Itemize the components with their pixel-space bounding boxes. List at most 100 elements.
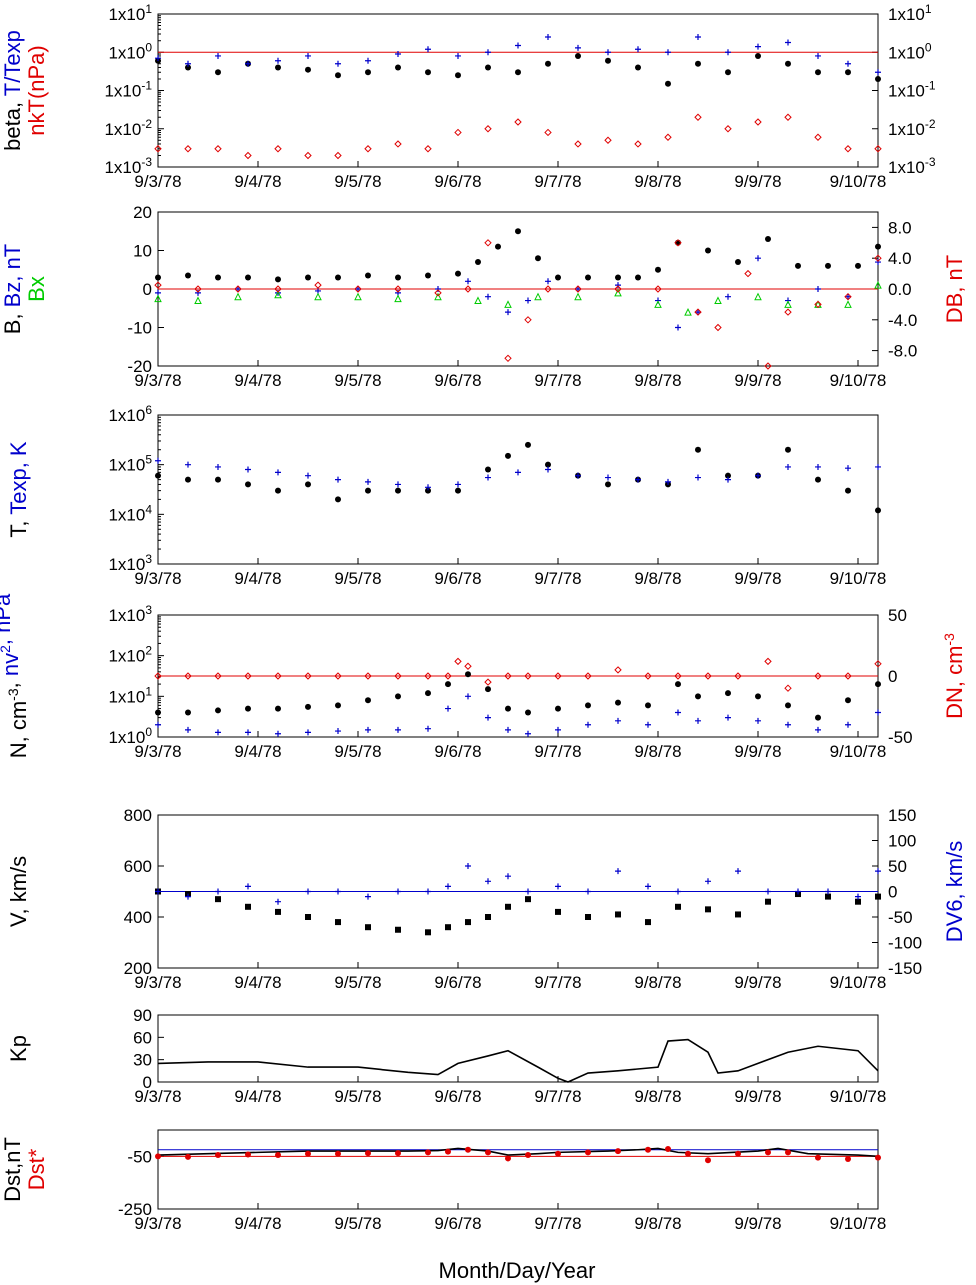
x-tick-label: 9/6/78	[434, 1087, 481, 1106]
x-tick-label: 9/3/78	[134, 973, 181, 992]
series-dv6-point	[855, 893, 861, 900]
series-nkt-npa--point	[514, 118, 522, 126]
series-nv2-point	[525, 730, 531, 737]
series-b-point	[215, 274, 221, 281]
series-texp-point	[425, 484, 431, 491]
series-v-point	[365, 924, 371, 931]
series-beta-point	[425, 69, 431, 76]
series-db-point	[194, 285, 202, 293]
series-nv2-point	[305, 729, 311, 736]
x-tick-label: 9/3/78	[134, 1214, 181, 1233]
series-nkt-npa--point	[364, 145, 372, 153]
series-nv2-point	[155, 721, 161, 728]
y-tick-label: 1x105	[108, 453, 152, 475]
series-dn-point	[704, 672, 712, 680]
series-nkt-npa--point	[574, 140, 582, 148]
series-beta-point	[185, 64, 191, 71]
series-texp-point	[755, 472, 761, 479]
series-texp-point	[275, 469, 281, 476]
x-tick-label: 9/5/78	[334, 1087, 381, 1106]
x-tick-label: 9/5/78	[334, 172, 381, 191]
series-dst--point	[335, 1150, 341, 1157]
series-dst--point	[485, 1149, 491, 1156]
x-tick-label: 9/7/78	[534, 973, 581, 992]
series-nv2-point	[615, 717, 621, 724]
series-db-point	[714, 323, 722, 332]
y-right-tick-label: 1x101	[888, 2, 932, 24]
series-db-point	[764, 362, 772, 370]
series-b-point	[765, 235, 771, 242]
series-beta	[155, 52, 881, 87]
x-tick-label: 9/7/78	[534, 1214, 581, 1233]
series-dst--point	[305, 1150, 311, 1157]
series-bz-point	[545, 278, 551, 285]
x-tick-label: 9/10/78	[830, 742, 887, 761]
y-tick-label: -50	[127, 1147, 152, 1166]
series-dst--point	[365, 1150, 371, 1157]
y-tick-label: 60	[133, 1028, 152, 1047]
chart-panels: 9/3/78 9/4/78 9/5/78 9/6/78 9/7/78 9/8/78 9/9/…	[0, 2, 967, 1233]
x-tick-label: 9/5/78	[334, 742, 381, 761]
series-dv6-point	[425, 888, 431, 895]
x-tick-label: 9/9/78	[734, 973, 781, 992]
series-db-point	[574, 285, 582, 293]
series-t-point	[455, 487, 461, 494]
series-nv2-point	[275, 730, 281, 737]
y-tick-label: -10	[127, 319, 152, 338]
series-bx-point	[654, 300, 662, 308]
plot-frame	[157, 1129, 879, 1210]
series-beta-point	[875, 75, 881, 82]
series-texp-point	[335, 476, 341, 483]
series-dn-point	[394, 672, 402, 680]
series-t-texp-point	[275, 57, 281, 64]
x-tick-label: 9/8/78	[634, 973, 681, 992]
y-right-tick-label: 0.0	[888, 280, 912, 299]
series-bx-point	[714, 296, 722, 305]
series-nv2	[155, 693, 881, 737]
series-dv6-point	[615, 868, 621, 875]
series-bz-point	[485, 293, 491, 300]
series-dn-point	[554, 672, 562, 680]
series-kp-line	[157, 1038, 879, 1083]
series-nkt-npa--point	[544, 128, 552, 137]
series-t-texp-point	[755, 43, 761, 50]
series-bz	[155, 255, 881, 331]
x-tick-label: 9/8/78	[634, 172, 681, 191]
series-bx-point	[814, 300, 822, 308]
series-t-texp-point	[185, 60, 191, 67]
series-n-point	[245, 705, 251, 712]
series-beta-point	[365, 69, 371, 76]
series-dst--point	[685, 1150, 691, 1157]
x-tick-label: 9/4/78	[234, 742, 281, 761]
y-tick-label: 1x101	[108, 2, 152, 24]
series-texp-point	[395, 481, 401, 488]
series-t-texp-point	[695, 34, 701, 41]
series-kp	[157, 1038, 879, 1083]
series-t-texp-point	[215, 52, 221, 59]
series-bz-point	[615, 282, 621, 289]
series-b-point	[635, 274, 641, 281]
series-n-point	[755, 693, 761, 700]
x-tick-label: 9/6/78	[434, 569, 481, 588]
series-b-point	[795, 262, 801, 269]
series-v-point	[485, 914, 491, 920]
series-dst--point	[555, 1150, 561, 1157]
series-texp-point	[695, 474, 701, 481]
y-right-tick-label: 4.0	[888, 249, 912, 268]
series-nkt-npa--point	[724, 125, 732, 133]
x-tick-label: 9/5/78	[334, 973, 381, 992]
series-db-point	[744, 269, 752, 278]
series-db	[154, 239, 882, 370]
series-nv2-point	[335, 728, 341, 735]
series-t-point	[545, 461, 551, 468]
series-dn-point	[874, 660, 882, 668]
x-tick-label: 9/9/78	[734, 569, 781, 588]
y-axis-label: Kp	[6, 1035, 31, 1062]
series-t-texp-point	[815, 52, 821, 59]
series-n-point	[155, 709, 161, 716]
y-tick-label: 400	[124, 908, 152, 927]
series-beta-point	[815, 69, 821, 76]
series-t-texp-point	[875, 69, 881, 76]
series-db-point	[154, 281, 162, 289]
series-b-point	[585, 274, 591, 281]
